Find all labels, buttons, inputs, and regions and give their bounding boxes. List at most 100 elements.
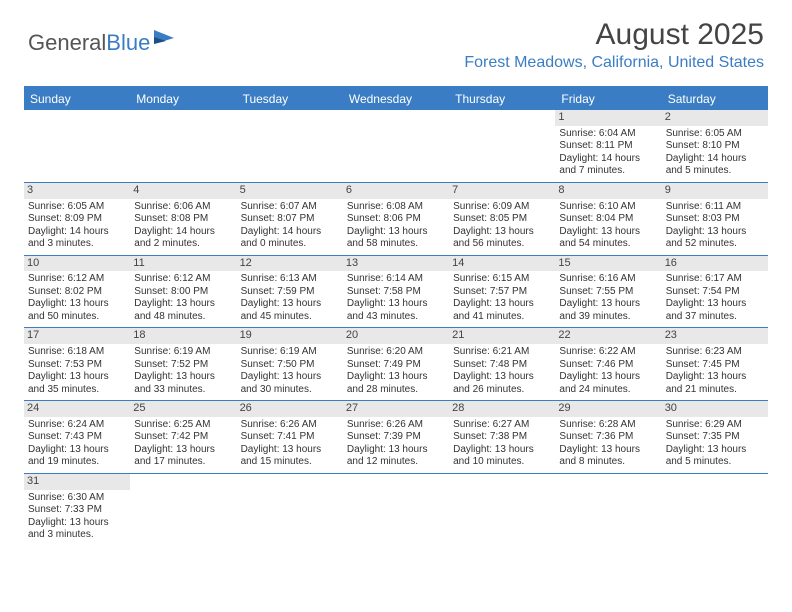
cell-sunset: Sunset: 8:02 PM — [28, 286, 126, 299]
cell-date — [130, 474, 236, 490]
location: Forest Meadows, California, United State… — [464, 54, 764, 72]
cell-sunset: Sunset: 7:45 PM — [666, 359, 764, 372]
cell-sunrise: Sunrise: 6:06 AM — [134, 201, 232, 214]
cell-daylight: Daylight: 13 hours and 48 minutes. — [134, 298, 232, 323]
calendar-cell: 15Sunrise: 6:16 AMSunset: 7:55 PMDayligh… — [555, 256, 661, 328]
cell-date: 1 — [555, 110, 661, 126]
cell-daylight: Daylight: 13 hours and 45 minutes. — [241, 298, 339, 323]
week-row: 10Sunrise: 6:12 AMSunset: 8:02 PMDayligh… — [24, 256, 768, 329]
cell-sunrise: Sunrise: 6:30 AM — [28, 492, 126, 505]
cell-daylight: Daylight: 13 hours and 8 minutes. — [559, 444, 657, 469]
calendar-cell: 25Sunrise: 6:25 AMSunset: 7:42 PMDayligh… — [130, 401, 236, 473]
cell-daylight: Daylight: 13 hours and 39 minutes. — [559, 298, 657, 323]
cell-date: 22 — [555, 328, 661, 344]
cell-sunset: Sunset: 7:33 PM — [28, 504, 126, 517]
cell-date: 23 — [662, 328, 768, 344]
cell-sunrise: Sunrise: 6:12 AM — [134, 273, 232, 286]
cell-daylight: Daylight: 13 hours and 41 minutes. — [453, 298, 551, 323]
cell-daylight: Daylight: 14 hours and 5 minutes. — [666, 153, 764, 178]
calendar-cell: 8Sunrise: 6:10 AMSunset: 8:04 PMDaylight… — [555, 183, 661, 255]
calendar-cell: 12Sunrise: 6:13 AMSunset: 7:59 PMDayligh… — [237, 256, 343, 328]
cell-sunrise: Sunrise: 6:21 AM — [453, 346, 551, 359]
cell-daylight: Daylight: 13 hours and 58 minutes. — [347, 226, 445, 251]
cell-daylight: Daylight: 13 hours and 37 minutes. — [666, 298, 764, 323]
calendar-cell: 1 Sunrise: 6:04 AMSunset: 8:11 PMDaylight… — [555, 110, 661, 182]
week-row: 17Sunrise: 6:18 AMSunset: 7:53 PMDayligh… — [24, 328, 768, 401]
calendar-cell: 3Sunrise: 6:05 AMSunset: 8:09 PMDaylight… — [24, 183, 130, 255]
calendar-cell-empty — [130, 110, 236, 182]
cell-date: 24 — [24, 401, 130, 417]
cell-sunset: Sunset: 7:50 PM — [241, 359, 339, 372]
cell-daylight: Daylight: 13 hours and 28 minutes. — [347, 371, 445, 396]
cell-sunset: Sunset: 8:11 PM — [559, 140, 657, 153]
cell-date: 29 — [555, 401, 661, 417]
calendar-cell: 28Sunrise: 6:27 AMSunset: 7:38 PMDayligh… — [449, 401, 555, 473]
cell-date: 27 — [343, 401, 449, 417]
calendar-cell: 17Sunrise: 6:18 AMSunset: 7:53 PMDayligh… — [24, 328, 130, 400]
cell-sunset: Sunset: 7:48 PM — [453, 359, 551, 372]
cell-date: 17 — [24, 328, 130, 344]
cell-sunrise: Sunrise: 6:18 AM — [28, 346, 126, 359]
cell-sunrise: Sunrise: 6:27 AM — [453, 419, 551, 432]
cell-sunrise: Sunrise: 6:04 AM — [559, 128, 657, 141]
cell-date — [343, 110, 449, 126]
day-header: Wednesday — [343, 88, 449, 110]
cell-sunrise: Sunrise: 6:28 AM — [559, 419, 657, 432]
cell-date: 30 — [662, 401, 768, 417]
cell-date: 31 — [24, 474, 130, 490]
cell-sunrise: Sunrise: 6:10 AM — [559, 201, 657, 214]
day-header: Friday — [555, 88, 661, 110]
calendar-cell-empty — [237, 110, 343, 182]
cell-sunset: Sunset: 8:07 PM — [241, 213, 339, 226]
calendar-cell: 21Sunrise: 6:21 AMSunset: 7:48 PMDayligh… — [449, 328, 555, 400]
cell-sunset: Sunset: 7:41 PM — [241, 431, 339, 444]
cell-daylight: Daylight: 13 hours and 5 minutes. — [666, 444, 764, 469]
cell-sunrise: Sunrise: 6:17 AM — [666, 273, 764, 286]
logo: GeneralBlue — [28, 28, 180, 58]
cell-daylight: Daylight: 14 hours and 7 minutes. — [559, 153, 657, 178]
calendar-cell: 20Sunrise: 6:20 AMSunset: 7:49 PMDayligh… — [343, 328, 449, 400]
calendar-cell: 30Sunrise: 6:29 AMSunset: 7:35 PMDayligh… — [662, 401, 768, 473]
day-header: Tuesday — [237, 88, 343, 110]
cell-sunset: Sunset: 7:36 PM — [559, 431, 657, 444]
cell-sunset: Sunset: 8:09 PM — [28, 213, 126, 226]
cell-daylight: Daylight: 14 hours and 3 minutes. — [28, 226, 126, 251]
cell-date: 2 — [662, 110, 768, 126]
week-row: 31Sunrise: 6:30 AMSunset: 7:33 PMDayligh… — [24, 474, 768, 546]
cell-date: 7 — [449, 183, 555, 199]
calendar-cell: 23Sunrise: 6:23 AMSunset: 7:45 PMDayligh… — [662, 328, 768, 400]
cell-sunrise: Sunrise: 6:15 AM — [453, 273, 551, 286]
cell-date: 4 — [130, 183, 236, 199]
cell-sunset: Sunset: 8:00 PM — [134, 286, 232, 299]
cell-date — [237, 110, 343, 126]
cell-date: 9 — [662, 183, 768, 199]
cell-date: 14 — [449, 256, 555, 272]
cell-sunrise: Sunrise: 6:29 AM — [666, 419, 764, 432]
header: GeneralBlue August 2025 Forest Meadows, … — [0, 0, 792, 80]
cell-daylight: Daylight: 13 hours and 33 minutes. — [134, 371, 232, 396]
cell-sunset: Sunset: 8:04 PM — [559, 213, 657, 226]
cell-sunset: Sunset: 7:57 PM — [453, 286, 551, 299]
cell-sunset: Sunset: 7:58 PM — [347, 286, 445, 299]
cell-sunrise: Sunrise: 6:16 AM — [559, 273, 657, 286]
cell-sunrise: Sunrise: 6:12 AM — [28, 273, 126, 286]
cell-sunrise: Sunrise: 6:25 AM — [134, 419, 232, 432]
calendar: SundayMondayTuesdayWednesdayThursdayFrid… — [24, 86, 768, 546]
cell-sunset: Sunset: 7:52 PM — [134, 359, 232, 372]
cell-date: 15 — [555, 256, 661, 272]
cell-date — [343, 474, 449, 490]
day-header: Saturday — [662, 88, 768, 110]
calendar-cell: 26Sunrise: 6:26 AMSunset: 7:41 PMDayligh… — [237, 401, 343, 473]
calendar-cell-empty — [343, 110, 449, 182]
cell-sunrise: Sunrise: 6:09 AM — [453, 201, 551, 214]
calendar-cell: 19Sunrise: 6:19 AMSunset: 7:50 PMDayligh… — [237, 328, 343, 400]
cell-date: 8 — [555, 183, 661, 199]
week-row: 3Sunrise: 6:05 AMSunset: 8:09 PMDaylight… — [24, 183, 768, 256]
title-block: August 2025 Forest Meadows, California, … — [464, 18, 764, 72]
cell-date: 13 — [343, 256, 449, 272]
cell-daylight: Daylight: 13 hours and 10 minutes. — [453, 444, 551, 469]
calendar-cell: 22Sunrise: 6:22 AMSunset: 7:46 PMDayligh… — [555, 328, 661, 400]
cell-sunset: Sunset: 7:39 PM — [347, 431, 445, 444]
cell-sunset: Sunset: 7:54 PM — [666, 286, 764, 299]
cell-date: 10 — [24, 256, 130, 272]
